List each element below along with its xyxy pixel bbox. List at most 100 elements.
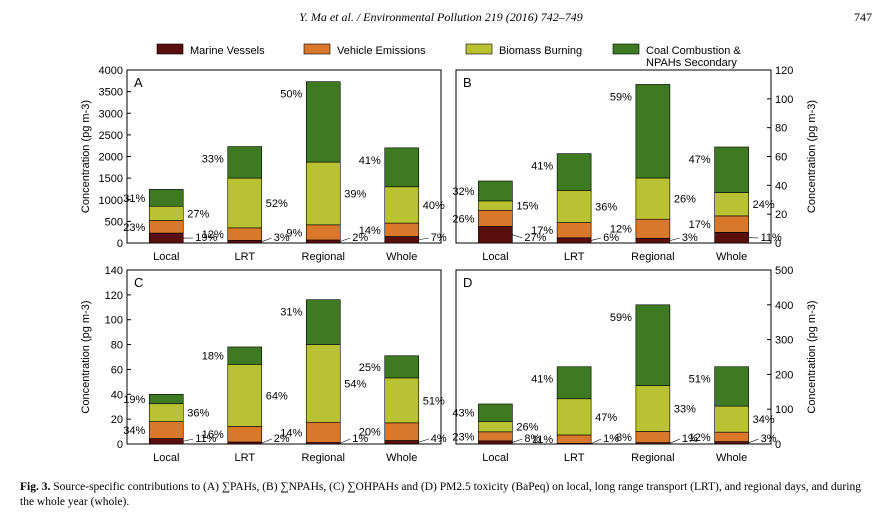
bar-segment [148, 205, 184, 221]
legend-label: Vehicle Emissions [337, 45, 426, 57]
data-label: 11% [195, 433, 216, 445]
data-label: 50% [280, 89, 302, 101]
bar-segment [305, 421, 341, 443]
data-label: 32% [452, 186, 474, 198]
data-label: 31% [123, 193, 145, 205]
data-label: 34% [753, 414, 775, 426]
bar-segment [227, 227, 263, 241]
bar-segment [478, 431, 513, 442]
leader-line [261, 438, 272, 444]
x-tick-label: LRT [564, 251, 585, 263]
bar-segment [384, 236, 420, 244]
bar-segment [227, 346, 263, 365]
data-label: 18% [202, 351, 224, 363]
bar-segment [635, 218, 671, 239]
data-label: 40% [423, 200, 445, 212]
bar-segment [714, 192, 749, 217]
leader-line [591, 237, 602, 241]
legend-label: Coal Combustion & [646, 45, 741, 57]
data-label: 33% [674, 404, 696, 416]
y-tick-label: 3500 [99, 87, 123, 99]
y-tick-label: 4000 [99, 65, 123, 77]
bar-segment [478, 209, 513, 227]
y-tick-label: 2000 [99, 152, 123, 164]
plot-frame [455, 269, 772, 445]
data-label: 43% [452, 408, 474, 420]
bar-segment [635, 177, 671, 220]
data-label: 33% [202, 154, 224, 166]
data-label: 27% [187, 208, 209, 220]
bar-segment [384, 147, 420, 188]
bar-segment [714, 405, 749, 433]
data-label: 34% [123, 425, 145, 437]
data-label: 11% [532, 434, 553, 446]
bar-segment [556, 366, 592, 400]
figure-3: Marine Vessels Vehicle Emissions Biomass B… [80, 43, 818, 464]
y-tick-label: 100 [775, 404, 793, 416]
data-label: 26% [516, 422, 538, 434]
bar-segment [305, 344, 341, 423]
data-label: 3% [761, 433, 777, 445]
y-axis-title: Concentration (pg m-3) [80, 100, 92, 213]
bar-segment [556, 434, 592, 444]
bar-segment [556, 222, 592, 239]
leader-line [261, 237, 272, 242]
data-label: 11% [761, 232, 782, 244]
bar-segment [714, 366, 749, 407]
data-label: 15% [516, 201, 538, 213]
bar-segment [148, 403, 184, 422]
legend-swatch [612, 43, 640, 55]
bar-segment [478, 180, 513, 202]
x-tick-label: LRT [234, 251, 255, 263]
bar-segment [384, 355, 420, 379]
bar-segment [384, 377, 420, 424]
data-label: 52% [266, 198, 288, 210]
data-label: 24% [753, 199, 775, 211]
data-label: 14% [280, 427, 302, 439]
leader-line [340, 237, 351, 242]
journal-citation: Y. Ma et al. / Environmental Pollution 2… [299, 10, 583, 24]
data-label: 41% [531, 374, 553, 386]
leader-line [748, 438, 759, 444]
y-tick-label: 300 [775, 335, 793, 347]
y-tick-label: 20 [775, 209, 787, 221]
data-label: 64% [266, 390, 288, 402]
leader-line [669, 237, 680, 241]
x-tick-label: Regional [302, 251, 345, 263]
leader-line [418, 438, 429, 443]
data-label: 17% [689, 219, 711, 231]
data-label: 51% [689, 374, 711, 386]
bar-segment [714, 146, 749, 193]
y-tick-label: 80 [111, 340, 123, 352]
data-label: 31% [280, 307, 302, 319]
x-tick-label: Regional [631, 452, 674, 464]
x-tick-label: Regional [302, 452, 345, 464]
bar-segment [635, 431, 671, 443]
y-tick-label: 80 [775, 123, 787, 135]
data-label: 19% [123, 394, 145, 406]
bar-segment [227, 364, 263, 427]
bar-segment [227, 146, 263, 179]
page-header: Y. Ma et al. / Environmental Pollution 2… [0, 10, 882, 28]
data-label: 12% [610, 224, 632, 236]
data-label: 8% [524, 433, 540, 445]
data-label: 9% [286, 227, 302, 239]
y-tick-label: 100 [105, 315, 123, 327]
y-tick-label: 0 [775, 439, 781, 451]
data-label: 25% [359, 362, 381, 374]
bar-segment [714, 215, 749, 233]
data-label: 59% [610, 91, 632, 103]
x-tick-label: LRT [564, 452, 585, 464]
y-tick-label: 1500 [99, 173, 123, 185]
bar-segment [305, 299, 341, 345]
data-label: 36% [595, 201, 617, 213]
bar-segment [305, 161, 341, 226]
y-tick-label: 1000 [99, 195, 123, 207]
leader-line [183, 438, 194, 442]
y-tick-label: 500 [105, 216, 123, 228]
y-tick-label: 120 [105, 290, 123, 302]
x-tick-label: Local [153, 251, 179, 263]
y-axis-title: Concentration (pg m-3) [80, 300, 92, 413]
y-tick-label: 40 [111, 389, 123, 401]
y-tick-label: 200 [775, 369, 793, 381]
